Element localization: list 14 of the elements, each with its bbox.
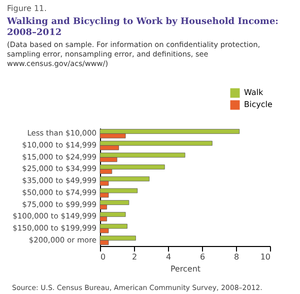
bar xyxy=(100,236,136,241)
x-tick-label: 2 xyxy=(132,252,138,262)
x-tick-label: 0 xyxy=(100,252,106,262)
bar xyxy=(100,152,186,158)
legend-label: Walk xyxy=(244,88,264,97)
x-axis-title: Percent xyxy=(170,264,201,274)
bar xyxy=(100,188,138,194)
x-tick-label: 8 xyxy=(234,252,240,262)
x-tick-label: 4 xyxy=(166,252,172,262)
x-tick-label: 10 xyxy=(260,252,270,262)
x-tick-label: 6 xyxy=(200,252,206,262)
chart-title: Walking and Bicycling to Work by Household Income: 2008–2012 xyxy=(6,17,279,38)
legend-label: Bicycle xyxy=(244,100,272,109)
caption: Figure 11. xyxy=(7,4,47,13)
